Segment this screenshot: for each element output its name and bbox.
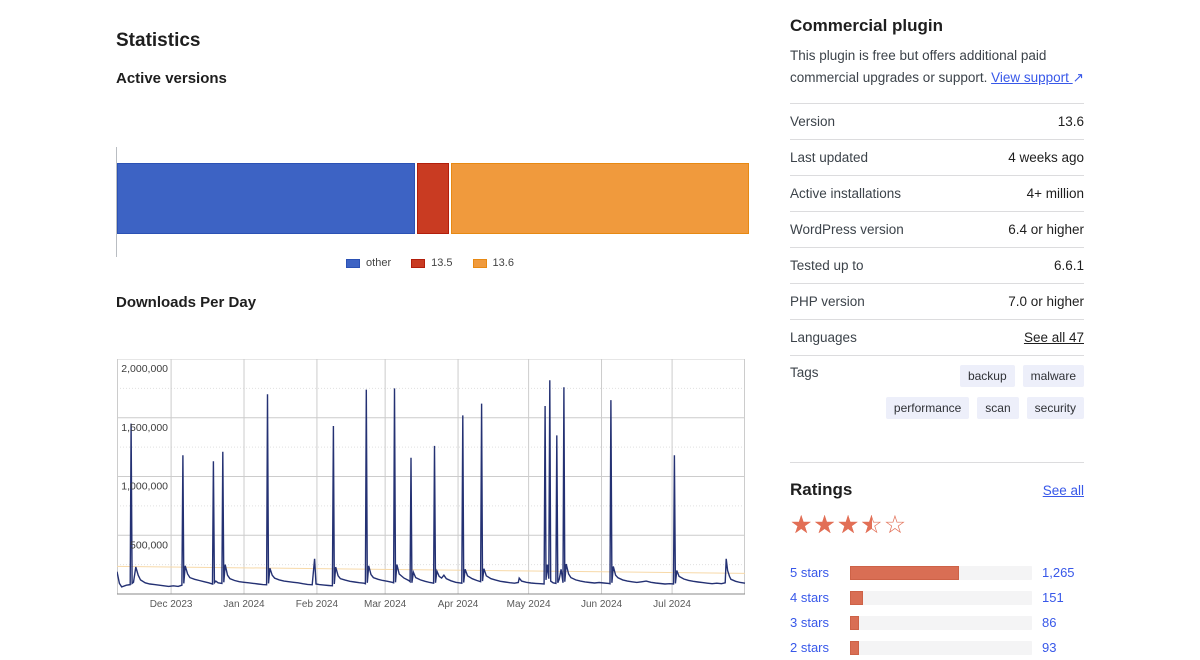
page-title: Statistics <box>116 30 201 51</box>
svg-text:Jun 2024: Jun 2024 <box>581 599 623 610</box>
rating-label-link[interactable]: 5 stars <box>790 565 830 580</box>
versions-axis-line <box>116 147 117 257</box>
rating-bar-track <box>850 565 1032 580</box>
legend-item-13.6: 13.6 <box>472 257 514 269</box>
downloads-title: Downloads Per Day <box>116 294 257 311</box>
detail-label: Last updated <box>790 150 869 165</box>
rating-row-2-stars: 2 stars 93 <box>790 635 1084 660</box>
versions-legend: other 13.5 13.6 <box>116 257 744 269</box>
detail-row-tested-up-to: Tested up to 6.6.1 <box>790 247 1084 283</box>
svg-text:Jan 2024: Jan 2024 <box>223 599 265 610</box>
rating-bar-fill <box>850 640 860 655</box>
commercial-plugin-text: This plugin is free but offers additiona… <box>790 45 1084 88</box>
rating-bar-track <box>850 640 1032 655</box>
legend-swatch-icon <box>411 258 426 268</box>
rating-count-link[interactable]: 1,265 <box>1042 565 1075 580</box>
svg-text:Mar 2024: Mar 2024 <box>364 599 407 610</box>
detail-label: PHP version <box>790 294 865 309</box>
rating-bar-track <box>850 615 1032 630</box>
star-half-icon: ☆★ <box>860 511 884 539</box>
rating-label-link[interactable]: 4 stars <box>790 590 830 605</box>
detail-value: 13.6 <box>1057 114 1084 129</box>
rating-breakdown: 5 stars 1,265 4 stars 151 3 stars 86 2 stars 93 <box>790 560 1084 660</box>
detail-row-last-updated: Last updated 4 weeks ago <box>790 139 1084 175</box>
ratings-see-all-link[interactable]: See all <box>1042 483 1084 498</box>
tag-backup[interactable]: backup <box>959 365 1015 387</box>
detail-row-version: Version 13.6 <box>790 103 1084 139</box>
downloads-per-day-chart: 2,000,000 1,500,000 1,000,000 500,000 Dec 20… <box>116 358 747 619</box>
detail-label: Active installations <box>790 186 902 201</box>
svg-text:1,500,000: 1,500,000 <box>121 422 168 434</box>
detail-row-wordpress-version: WordPress version 6.4 or higher <box>790 211 1084 247</box>
rating-bar-fill <box>850 590 863 605</box>
detail-row-php-version: PHP version 7.0 or higher <box>790 283 1084 319</box>
versions-segment-13.5 <box>417 163 449 234</box>
languages-see-all-link[interactable]: See all 47 <box>1023 330 1084 345</box>
detail-label: Languages <box>790 330 857 345</box>
rating-count-link[interactable]: 151 <box>1042 590 1064 605</box>
rating-count-link[interactable]: 86 <box>1042 615 1057 630</box>
active-versions-chart: other 13.5 13.6 <box>116 147 749 269</box>
legend-label: 13.5 <box>431 257 453 269</box>
detail-label: Tags <box>790 365 819 380</box>
star-empty-icon: ☆ <box>883 511 908 539</box>
legend-item-other: other <box>346 257 391 269</box>
detail-value: 6.4 or higher <box>1008 222 1084 237</box>
legend-label: other <box>366 257 392 269</box>
rating-row-4-stars: 4 stars 151 <box>790 585 1084 610</box>
svg-text:Feb 2024: Feb 2024 <box>296 599 339 610</box>
star-full-icon: ☆ ★ <box>836 511 861 539</box>
rating-bar-track <box>850 590 1032 605</box>
svg-text:Apr 2024: Apr 2024 <box>438 599 479 610</box>
detail-label: Version <box>790 114 836 129</box>
detail-label: Tested up to <box>790 258 864 273</box>
rating-label-link[interactable]: 3 stars <box>790 615 830 630</box>
versions-segment-13.6 <box>450 163 749 234</box>
legend-swatch-icon <box>472 258 487 268</box>
commercial-plugin-title: Commercial plugin <box>790 16 944 35</box>
rating-row-3-stars: 3 stars 86 <box>790 610 1084 635</box>
rating-bar-fill <box>850 615 860 630</box>
svg-text:May 2024: May 2024 <box>507 599 551 610</box>
view-support-link[interactable]: View support ↗ <box>991 70 1084 85</box>
rating-count-link[interactable]: 93 <box>1042 640 1057 655</box>
detail-row-active-installations: Active installations 4+ million <box>790 175 1084 211</box>
detail-value: 4 weeks ago <box>1008 150 1084 165</box>
tag-security[interactable]: security <box>1026 397 1084 419</box>
star-full-icon: ☆ ★ <box>813 511 837 539</box>
legend-label: 13.6 <box>492 257 514 269</box>
svg-text:Dec 2023: Dec 2023 <box>150 599 193 610</box>
rating-bar-fill <box>850 565 960 580</box>
tag-malware[interactable]: malware <box>1022 365 1084 387</box>
detail-row-tags: Tags backup malware performance scan security <box>790 355 1084 429</box>
rating-row-5-stars: 5 stars 1,265 <box>790 560 1084 585</box>
detail-label: WordPress version <box>790 222 904 237</box>
detail-value: 7.0 or higher <box>1008 294 1084 309</box>
active-versions-title: Active versions <box>116 70 227 87</box>
detail-row-languages: Languages See all 47 <box>790 319 1084 355</box>
ratings-heading: Ratings <box>790 480 853 499</box>
versions-stacked-bar <box>117 163 749 234</box>
svg-text:Jul 2024: Jul 2024 <box>653 599 691 610</box>
star-full-icon: ☆ ★ <box>790 511 814 539</box>
detail-value: 4+ million <box>1026 186 1084 201</box>
commercial-text-body: This plugin is free but offers additiona… <box>790 48 1047 85</box>
plugin-details-table: Version 13.6 Last updated 4 weeks ago Active… <box>790 103 1084 429</box>
star-rating: ☆★☆★☆★☆★☆ <box>790 513 1084 538</box>
legend-item-13.5: 13.5 <box>411 257 453 269</box>
versions-segment-other <box>117 163 416 234</box>
svg-text:1,000,000: 1,000,000 <box>121 481 168 493</box>
ratings-section: Ratings See all ☆★☆★☆★☆★☆ 5 stars1,2654 … <box>790 462 1084 660</box>
tag-scan[interactable]: scan <box>977 397 1019 419</box>
rating-label-link[interactable]: 2 stars <box>790 640 830 655</box>
svg-text:2,000,000: 2,000,000 <box>121 363 168 375</box>
tag-performance[interactable]: performance <box>885 397 970 419</box>
svg-text:500,000: 500,000 <box>130 539 168 551</box>
external-link-icon: ↗ <box>1072 69 1084 85</box>
legend-swatch-icon <box>346 258 361 268</box>
detail-value: 6.6.1 <box>1053 258 1084 273</box>
